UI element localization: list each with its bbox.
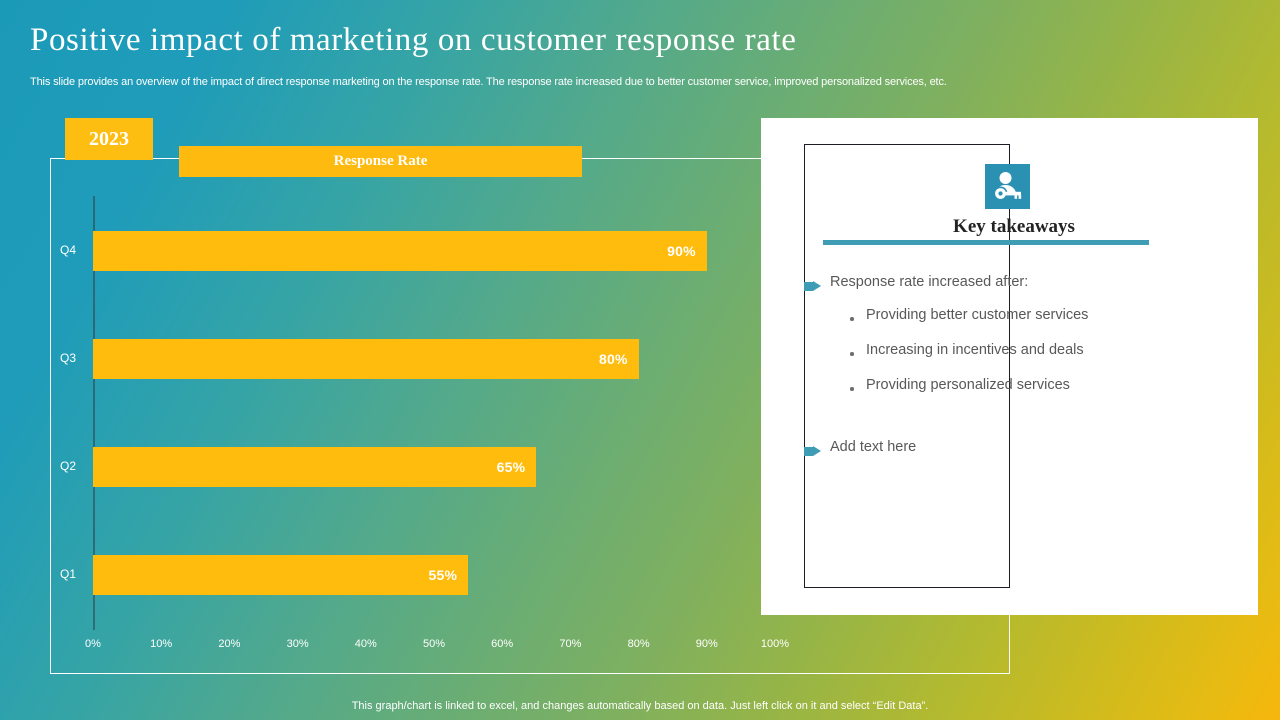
chart-legend: Response Rate	[179, 146, 582, 177]
chart-category-label-q4: Q4	[59, 243, 76, 257]
chart-bar-row: 90%	[93, 231, 775, 271]
dot-bullet-icon	[850, 352, 854, 356]
takeaway-item: Response rate increased after:	[761, 270, 1258, 304]
takeaway-item-label: Response rate increased after:	[830, 274, 1029, 290]
chart-x-tick: 100%	[760, 638, 790, 650]
chart-category-label-q2: Q2	[59, 459, 76, 473]
chart-x-tick: 0%	[85, 638, 101, 650]
chart-x-tick: 10%	[150, 638, 173, 650]
chart-bar-q2: 65%	[93, 447, 537, 487]
key-takeaways-list: Response rate increased after: Providing …	[761, 270, 1258, 479]
arrow-bullet-icon	[804, 446, 824, 457]
chart-x-tick: 80%	[627, 638, 650, 650]
chart-bar-row: 55%	[93, 555, 775, 595]
chart-bar-value: 55%	[428, 567, 458, 583]
chart-plot-area: 90% Q4 80% Q3 65% Q2 55% Q1	[60, 196, 775, 630]
takeaway-subitem: Providing personalized services	[761, 374, 1258, 409]
takeaway-subitem-label: Increasing in incentives and deals	[866, 342, 1084, 358]
dot-bullet-icon	[850, 387, 854, 391]
key-takeaways-underline	[823, 240, 1149, 245]
takeaway-item-label: Add text here	[830, 439, 917, 455]
chart-bar-value: 65%	[496, 459, 526, 475]
chart-x-tick: 20%	[218, 638, 241, 650]
chart-bar-value: 90%	[667, 243, 696, 259]
year-badge: 2023	[65, 118, 153, 160]
key-takeaways-panel: Key takeaways Response rate increased af…	[761, 118, 1258, 615]
chart-x-tick: 70%	[559, 638, 582, 650]
chart-category-label-q1: Q1	[59, 567, 76, 581]
chart-bar-q3: 80%	[93, 339, 639, 379]
key-takeaways-heading: Key takeaways	[953, 216, 1075, 237]
chart-bar-value: 80%	[598, 351, 628, 367]
panel-outline	[804, 144, 1010, 588]
year-badge-label: 2023	[89, 127, 129, 150]
chart-y-axis	[93, 196, 95, 630]
chart-x-tick: 40%	[354, 638, 377, 650]
takeaway-item: Add text here	[761, 435, 1258, 469]
chart-bar-q1: 55%	[93, 555, 469, 595]
dot-bullet-icon	[850, 317, 854, 321]
chart-legend-label: Response Rate	[333, 153, 428, 169]
list-spacer	[761, 469, 1258, 479]
footer-note: This graph/chart is linked to excel, and…	[351, 700, 929, 712]
page-subtitle: This slide provides an overview of the i…	[30, 76, 947, 88]
chart-category-label-q3: Q3	[59, 351, 76, 365]
chart-x-tick: 30%	[286, 638, 309, 650]
chart-x-tick: 60%	[491, 638, 514, 650]
chart-x-axis: 0% 10% 20% 30% 40% 50% 60% 70% 80% 90% 100%	[85, 638, 789, 656]
takeaway-subitem-label: Providing better customer services	[866, 307, 1089, 323]
takeaway-subitem: Providing better customer services	[761, 304, 1258, 339]
arrow-bullet-icon	[804, 281, 824, 292]
chart-x-tick: 50%	[422, 638, 446, 650]
chart-bar-q4: 90%	[93, 231, 707, 271]
chart-x-tick: 90%	[695, 638, 718, 650]
takeaway-subitem: Increasing in incentives and deals	[761, 339, 1258, 374]
chart-bar-row: 80%	[93, 339, 775, 379]
page-title: Positive impact of marketing on customer…	[30, 22, 797, 58]
chart-bar-row: 65%	[93, 447, 775, 487]
takeaway-subitem-label: Providing personalized services	[866, 377, 1070, 393]
list-spacer	[761, 409, 1258, 435]
key-person-icon	[985, 164, 1030, 209]
